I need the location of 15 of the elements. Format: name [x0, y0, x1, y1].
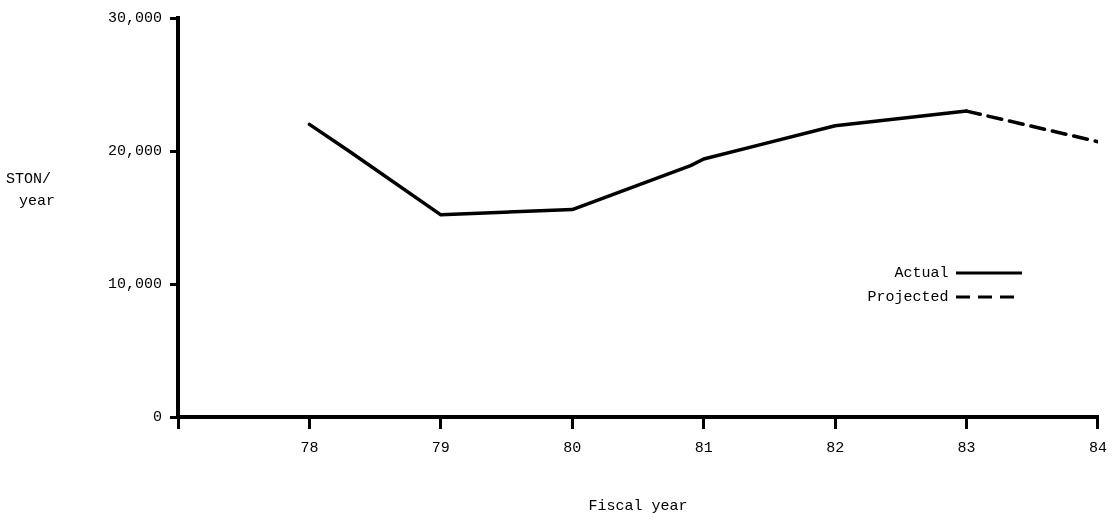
- y-tick-label: 10,000: [107, 275, 163, 293]
- x-tick-label: 80: [563, 439, 582, 457]
- x-tick-label: 82: [826, 439, 845, 457]
- x-tick-label: 78: [300, 439, 319, 457]
- x-tick-label: 84: [1088, 439, 1108, 457]
- y-axis-title: STON/ year: [6, 170, 56, 210]
- x-tick-label: 81: [694, 439, 713, 457]
- x-axis-title: Fiscal year: [588, 497, 688, 515]
- legend-label: Projected: [867, 288, 949, 306]
- y-tick-label: 0: [152, 408, 163, 426]
- x-tick-label: 83: [957, 439, 976, 457]
- y-tick-label: 30,000: [107, 9, 163, 27]
- y-tick-label: 20,000: [107, 142, 163, 160]
- x-tick-label: 79: [431, 439, 450, 457]
- legend-label: Actual: [894, 264, 949, 282]
